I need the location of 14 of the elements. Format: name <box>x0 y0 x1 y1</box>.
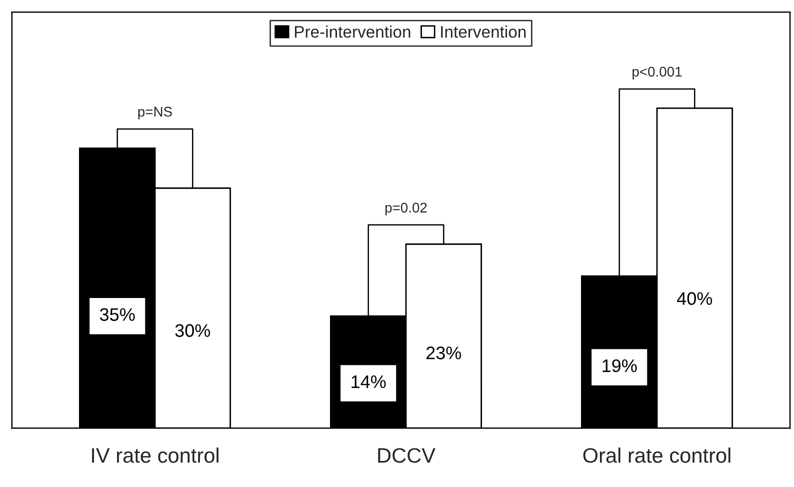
legend-label: Intervention <box>441 26 526 38</box>
annotation: p=0.02 <box>385 202 427 216</box>
text: p<0.001 <box>632 66 682 80</box>
data-label: 40% <box>676 292 712 305</box>
x-tick-label: Oral rate control <box>583 448 730 463</box>
data-label: 30% <box>175 324 210 337</box>
data-label: 35% <box>100 308 135 321</box>
x-tick-label: DCCV <box>378 448 436 463</box>
x-tick-label: IV rate control <box>92 448 218 463</box>
data-label: 23% <box>426 346 462 360</box>
annotation: p=NS <box>138 106 172 120</box>
data-label: 19% <box>602 359 637 372</box>
data-label: 14% <box>352 375 386 388</box>
legend-label: Pre-intervention <box>294 26 410 38</box>
